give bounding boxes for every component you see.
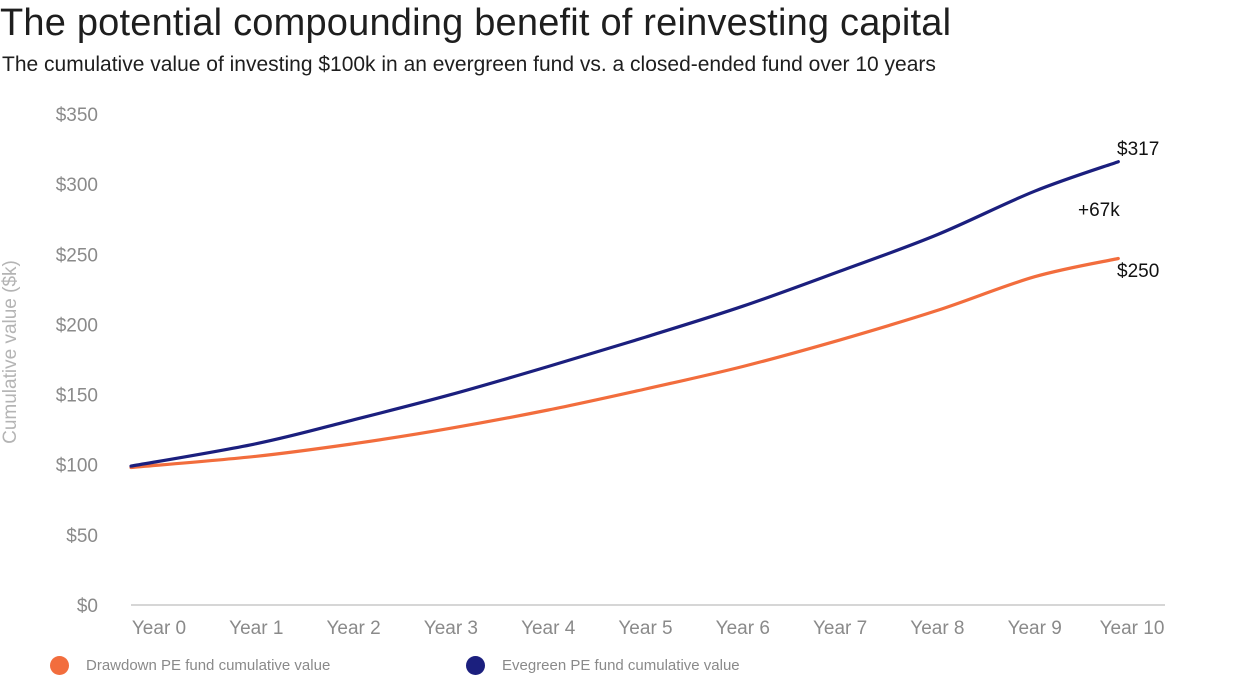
x-tick-label: Year 6 [716,618,770,639]
y-tick-label: $50 [66,526,98,547]
x-tick-label: Year 8 [910,618,964,639]
x-tick-label: Year 3 [424,618,478,639]
annotation-evergreen: $317 [1117,139,1159,160]
y-tick-label: $300 [56,175,98,196]
x-tick-label: Year 2 [326,618,380,639]
legend-label-evergreen: Evegreen PE fund cumulative value [502,657,740,674]
annotation-gap: +67k [1078,200,1120,221]
y-tick-label: $200 [56,315,98,336]
x-axis-ticks: Year 0 Year 1 Year 2 Year 3 Year 4 Year 5 Year… [132,618,1165,639]
y-tick-label: $250 [56,245,98,266]
y-axis-ticks: $0 $50 $100 $150 $200 $250 $300 $350 [56,105,98,617]
x-tick-label: Year 4 [521,618,576,639]
x-tick-label: Year 5 [618,618,672,639]
y-tick-label: $150 [56,386,98,407]
y-tick-label: $350 [56,105,98,126]
y-tick-label: $0 [77,596,98,617]
legend-dot-drawdown [50,656,69,675]
annotation-drawdown: $250 [1117,261,1159,282]
annotations: $317 +67k $250 [1078,139,1159,282]
legend-label-drawdown: Drawdown PE fund cumulative value [86,657,331,674]
y-tick-label: $100 [56,456,98,477]
x-tick-label: Year 9 [1008,618,1062,639]
chart-subtitle: The cumulative value of investing $100k … [2,53,936,76]
series-line-evergreen [129,160,1120,468]
chart-title: The potential compounding benefit of rei… [0,2,952,44]
legend-dot-evergreen [466,656,485,675]
series-lines [129,160,1120,470]
x-tick-label: Year 1 [229,618,283,639]
x-tick-label: Year 0 [132,618,186,639]
x-tick-label: Year 7 [813,618,867,639]
legend-item-evergreen: Evegreen PE fund cumulative value [466,656,740,675]
legend-item-drawdown: Drawdown PE fund cumulative value [50,656,330,675]
y-axis-label: Cumulative value ($k) [0,260,21,444]
x-tick-label: Year 10 [1100,618,1165,639]
series-line-drawdown [129,256,1120,470]
